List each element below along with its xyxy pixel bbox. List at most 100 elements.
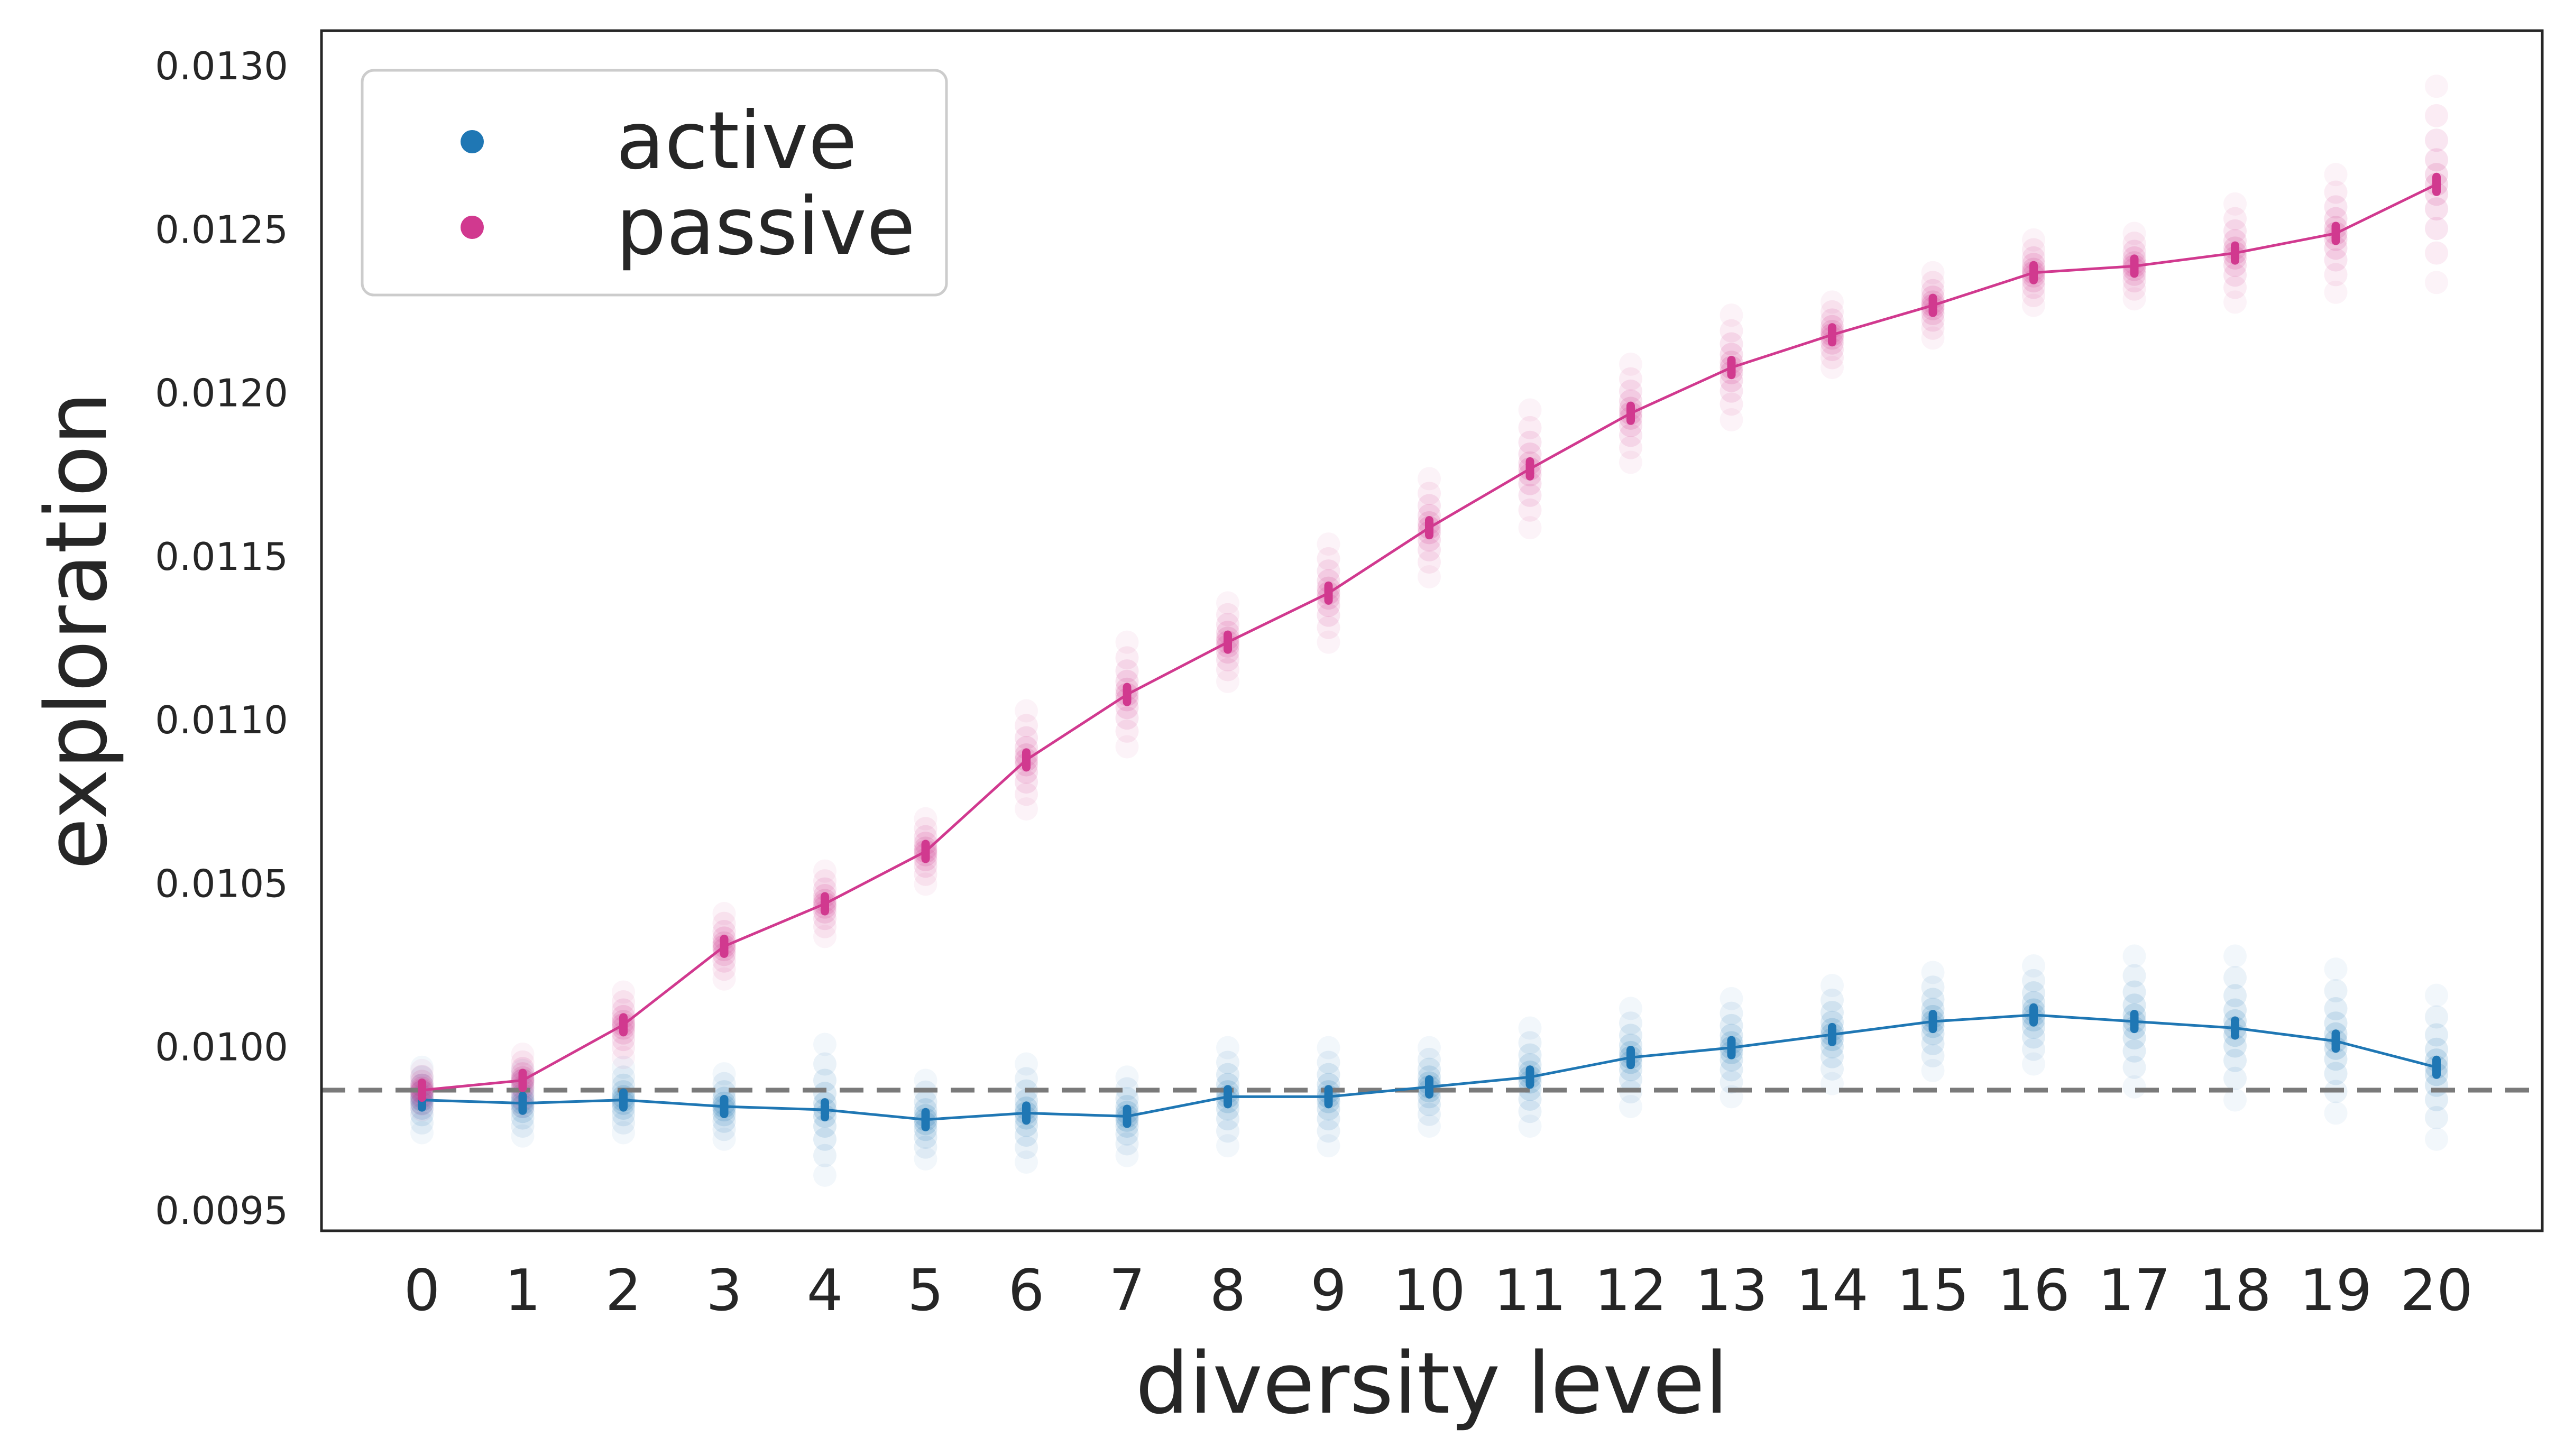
scatter-point-active <box>1015 1052 1038 1076</box>
scatter-point-active <box>2022 1015 2045 1039</box>
scatter-point-passive <box>1015 726 1038 750</box>
scatter-point-active <box>2425 1088 2448 1111</box>
scatter-point-passive <box>2223 229 2247 253</box>
legend-label-active: active <box>616 95 857 187</box>
scatter-point-active <box>2022 1025 2045 1049</box>
scatter-point-passive <box>1619 423 1642 447</box>
x-tick-label: 4 <box>807 1258 843 1324</box>
scatter-point-passive <box>1115 696 1139 720</box>
scatter-point-passive <box>1821 308 1844 332</box>
mean-marker-active <box>2231 1016 2239 1040</box>
x-tick-label: 10 <box>1393 1258 1465 1324</box>
scatter-point-passive <box>1921 316 1945 340</box>
x-tick-label: 13 <box>1695 1258 1768 1324</box>
scatter-point-active <box>2022 954 2045 978</box>
scatter-point-active <box>2122 1026 2146 1050</box>
scatter-point-passive <box>2425 197 2448 221</box>
scatter-point-active <box>2122 964 2146 988</box>
scatter-point-passive <box>1921 308 1945 332</box>
scatter-point-passive <box>511 1042 535 1066</box>
scatter-point-active <box>1015 1067 1038 1091</box>
scatter-point-passive <box>813 877 836 901</box>
scatter-point-passive <box>1518 472 1542 495</box>
scatter-point-passive <box>1418 550 1441 574</box>
x-tick-label: 3 <box>706 1258 742 1324</box>
scatter-point-active <box>1720 1048 1743 1072</box>
scatter-point-active <box>1619 1067 1642 1091</box>
mean-marker-passive <box>2029 261 2038 284</box>
mean-marker-passive <box>1224 630 1232 654</box>
scatter-point-passive <box>1216 603 1239 626</box>
scatter-point-active <box>914 1090 937 1114</box>
mean-marker-active <box>1828 1022 1836 1046</box>
scatter-point-passive <box>2022 228 2045 252</box>
scatter-point-active <box>1317 1097 1340 1121</box>
scatter-point-active <box>712 1080 736 1104</box>
mean-marker-passive <box>2432 172 2441 196</box>
scatter-point-active <box>914 1068 937 1092</box>
scatter-point-passive <box>1216 658 1239 681</box>
scatter-point-active <box>2122 1055 2146 1079</box>
scatter-point-passive <box>1216 648 1239 672</box>
scatter-point-active <box>410 1121 434 1145</box>
scatter-point-active <box>1921 988 1945 1011</box>
mean-marker-passive <box>2231 241 2239 265</box>
x-tick-label: 12 <box>1594 1258 1667 1324</box>
scatter-point-passive <box>1317 569 1340 593</box>
mean-marker-passive <box>2130 254 2139 278</box>
scatter-point-active <box>1720 987 1743 1010</box>
mean-marker-active <box>1928 1010 1937 1034</box>
scatter-point-active <box>2122 993 2146 1017</box>
scatter-point-active <box>1619 1033 1642 1057</box>
scatter-point-active <box>1115 1132 1139 1156</box>
scatter-point-active <box>1921 1022 1945 1046</box>
scatter-point-active <box>1115 1144 1139 1167</box>
x-tick-label: 20 <box>2400 1258 2472 1324</box>
scatter-point-passive <box>1720 343 1743 366</box>
mean-marker-active <box>1123 1104 1132 1128</box>
scatter-point-passive <box>1619 413 1642 437</box>
scatter-point-active <box>1216 1050 1239 1074</box>
scatter-point-active <box>1115 1087 1139 1111</box>
scatter-point-passive <box>2223 275 2247 299</box>
scatter-point-active <box>1418 1057 1441 1081</box>
scatter-point-passive <box>1518 398 1542 422</box>
scatter-point-passive <box>2122 287 2146 311</box>
scatter-point-passive <box>914 862 937 886</box>
mean-marker-active <box>1425 1075 1433 1099</box>
scatter-point-passive <box>1418 503 1441 527</box>
scatter-point-passive <box>1115 659 1139 683</box>
scatter-point-passive <box>914 817 937 841</box>
scatter-point-active <box>1720 1001 1743 1025</box>
scatter-point-active <box>2223 998 2247 1022</box>
x-tick-label: 5 <box>907 1258 944 1324</box>
scatter-point-active <box>1518 1077 1542 1101</box>
scatter-point-active <box>1921 975 1945 999</box>
x-tick-label: 19 <box>2300 1258 2372 1324</box>
mean-marker-passive <box>720 934 729 958</box>
scatter-point-passive <box>1317 532 1340 556</box>
scatter-point-passive <box>2324 263 2348 287</box>
scatter-point-active <box>1518 1114 1542 1138</box>
scatter-point-active <box>2223 1088 2247 1112</box>
scatter-point-passive <box>2324 280 2348 304</box>
mean-marker-passive <box>1626 401 1635 425</box>
scatter-point-active <box>511 1114 535 1138</box>
scatter-point-passive <box>2425 271 2448 294</box>
scatter-point-active <box>813 1114 836 1138</box>
scatter-point-passive <box>1418 565 1441 588</box>
scatter-point-passive <box>1720 392 1743 416</box>
scatter-point-passive <box>2122 277 2146 301</box>
scatter-point-passive <box>1619 352 1642 376</box>
scatter-point-active <box>1115 1077 1139 1101</box>
scatter-point-passive <box>1317 615 1340 639</box>
x-tick-label: 1 <box>504 1258 541 1324</box>
scatter-point-passive <box>813 907 836 930</box>
scatter-point-passive <box>1115 669 1139 693</box>
scatter-point-passive <box>511 1050 535 1074</box>
x-tick-label: 18 <box>2199 1258 2271 1324</box>
x-tick-label: 11 <box>1494 1258 1566 1324</box>
scatter-point-active <box>1015 1123 1038 1147</box>
x-tick-label: 15 <box>1897 1258 1969 1324</box>
scatter-point-active <box>1418 1114 1441 1138</box>
